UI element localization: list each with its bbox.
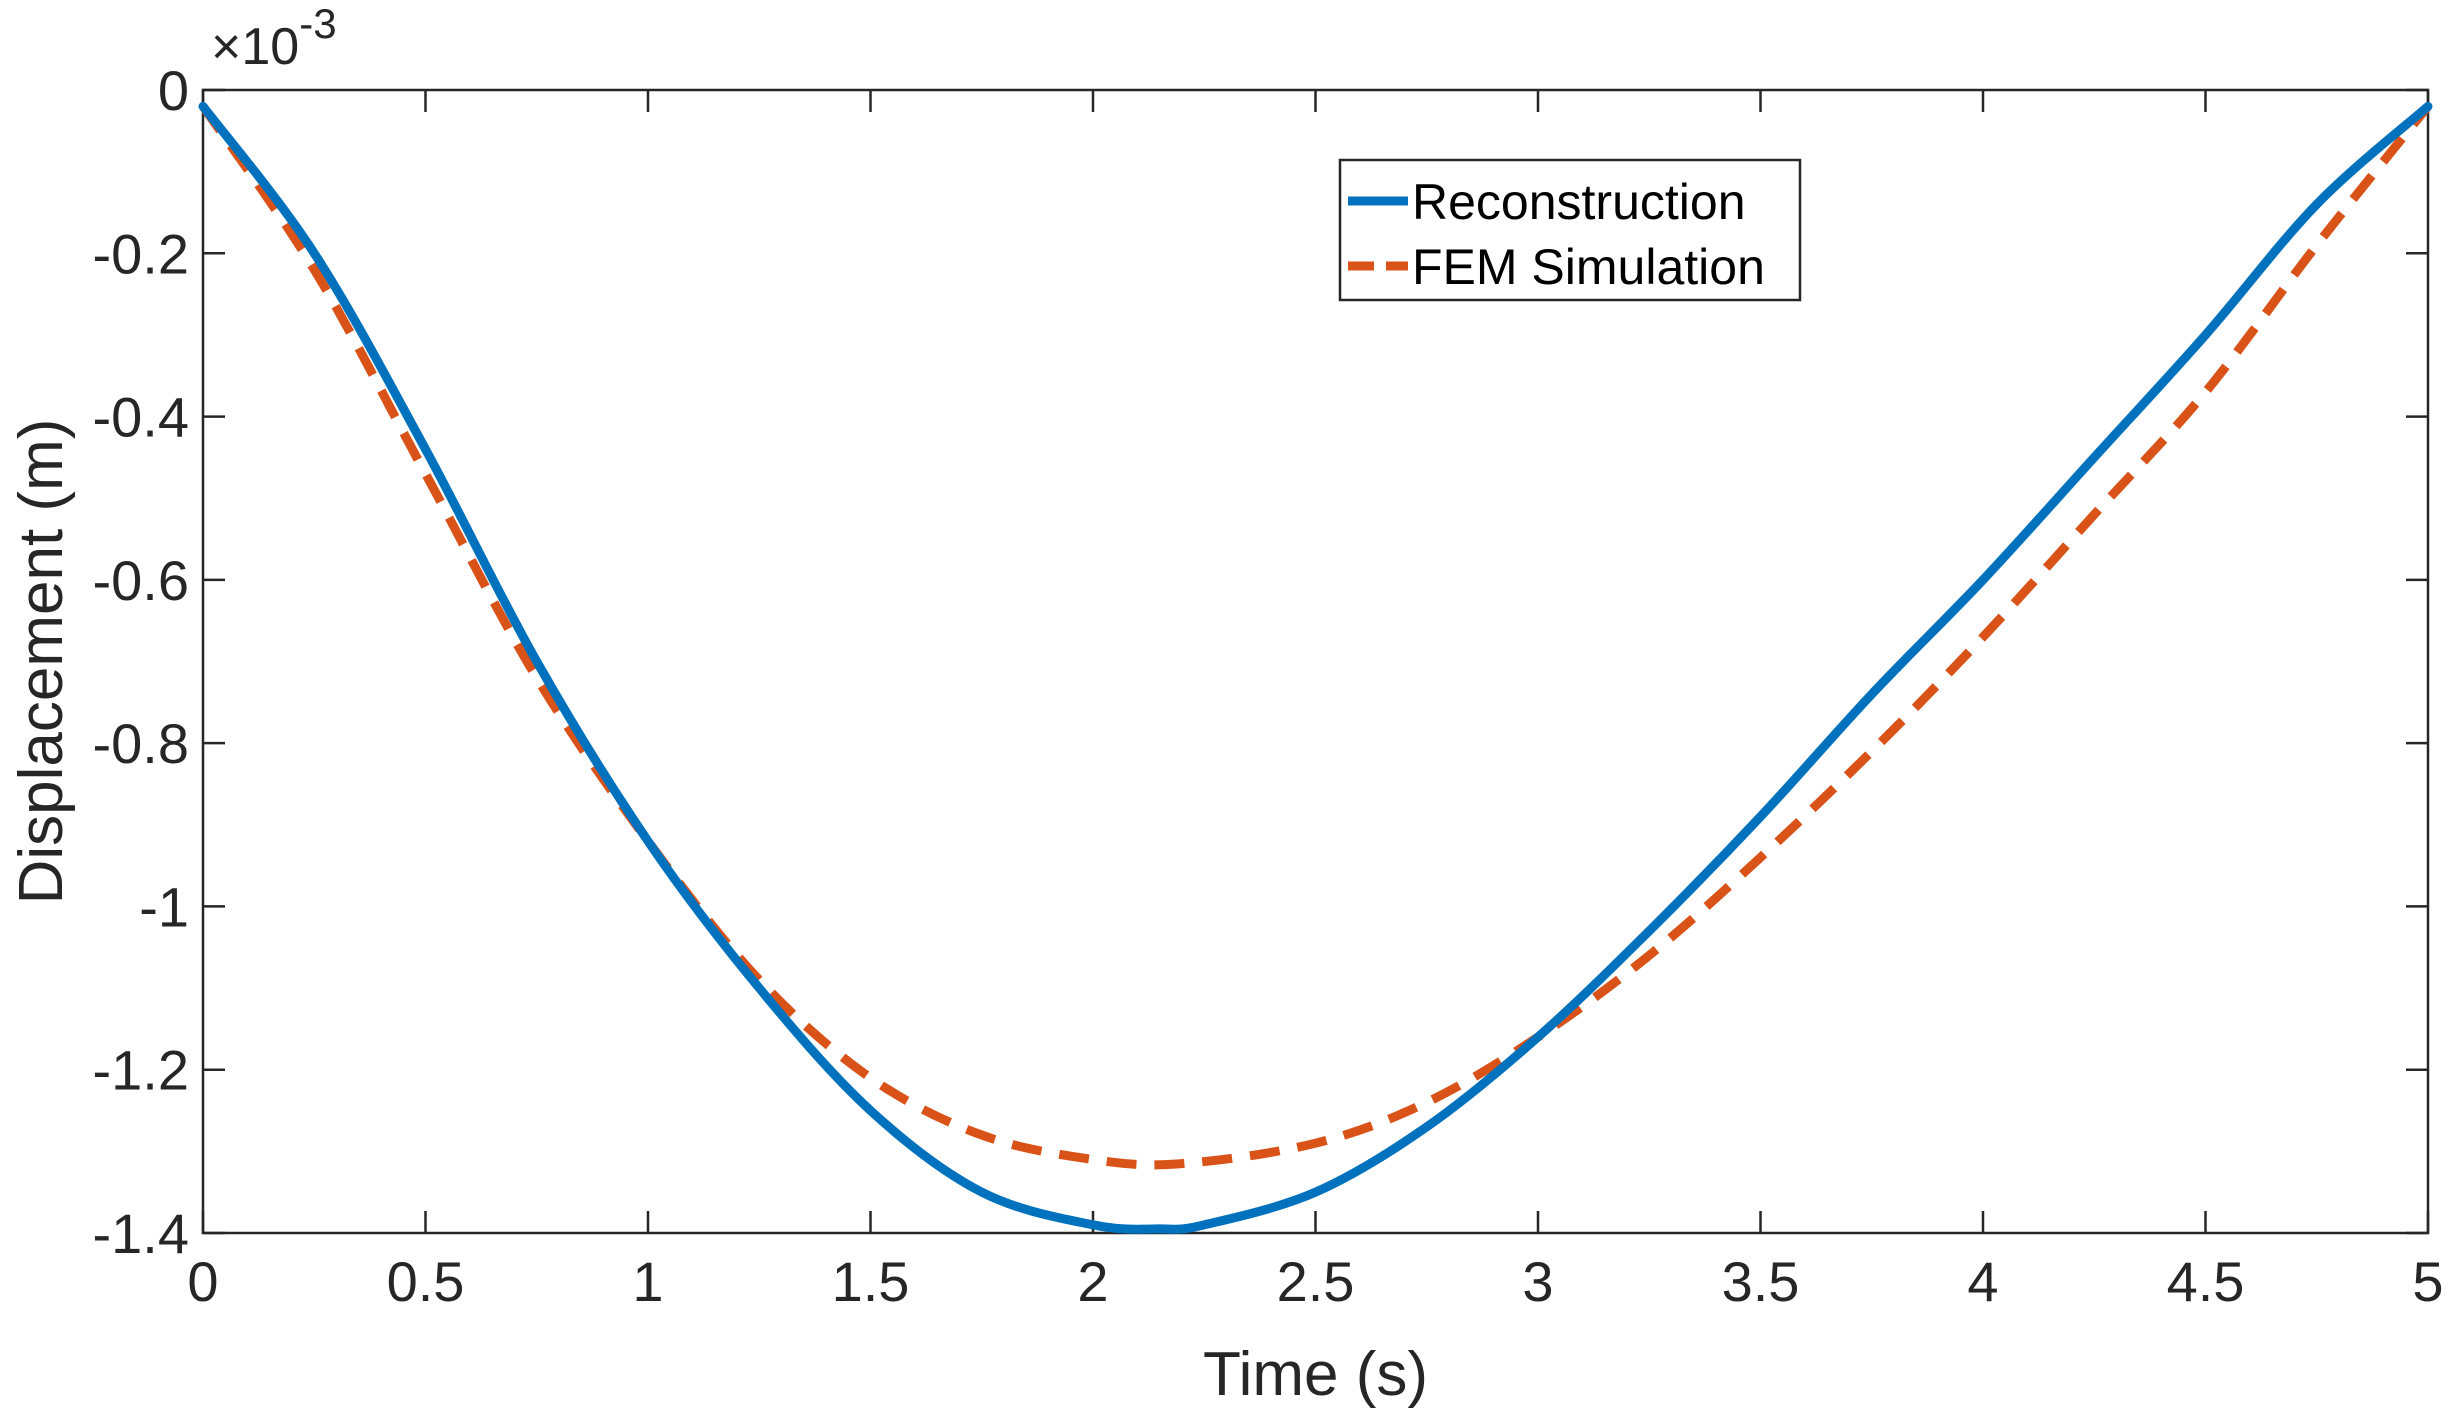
y-scale-exponent-power: -3 xyxy=(299,0,336,47)
series-line-reconstruction xyxy=(198,101,2433,1234)
y-tick-label: -1.2 xyxy=(93,1039,190,1102)
x-tick-label: 2 xyxy=(1077,1250,1108,1313)
y-tick-label: -0.6 xyxy=(93,549,190,612)
legend-label: Reconstruction xyxy=(1412,174,1746,230)
legend-label: FEM Simulation xyxy=(1412,239,1765,295)
series-line-fem-simulation xyxy=(199,103,2432,1170)
x-tick-label: 2.5 xyxy=(1277,1250,1355,1313)
y-tick-label: -1.4 xyxy=(93,1202,190,1265)
x-tick-label: 3.5 xyxy=(1722,1250,1800,1313)
legend-box xyxy=(1338,158,1802,302)
x-tick-label: 5 xyxy=(2412,1250,2443,1313)
y-tick-label: -0.4 xyxy=(93,386,190,449)
x-tick-label: 4 xyxy=(1967,1250,1998,1313)
x-tick-label: 1 xyxy=(632,1250,663,1313)
y-tick-label: 0 xyxy=(158,59,189,122)
x-tick-label: 0 xyxy=(187,1250,218,1313)
x-axis-label: Time (s) xyxy=(1203,1340,1428,1409)
x-tick-label: 3 xyxy=(1522,1250,1553,1313)
y-tick-label: -0.8 xyxy=(93,712,190,775)
y-tick-label: -1 xyxy=(139,875,189,938)
x-tick-label: 4.5 xyxy=(2167,1250,2245,1313)
y-scale-exponent: ×10-3 xyxy=(211,0,337,76)
x-tick-label: 0.5 xyxy=(387,1250,465,1313)
y-axis-label: Displacement (m) xyxy=(7,419,76,905)
plot-area: 0 0.5 1 1.5 2 2.5 3 3.5 4 4.5 5 0 -0.2 -0.4 -0.6 -0.8 -1… xyxy=(7,0,2444,1409)
y-tick-label: -0.2 xyxy=(93,222,190,285)
x-tick-label: 1.5 xyxy=(832,1250,910,1313)
